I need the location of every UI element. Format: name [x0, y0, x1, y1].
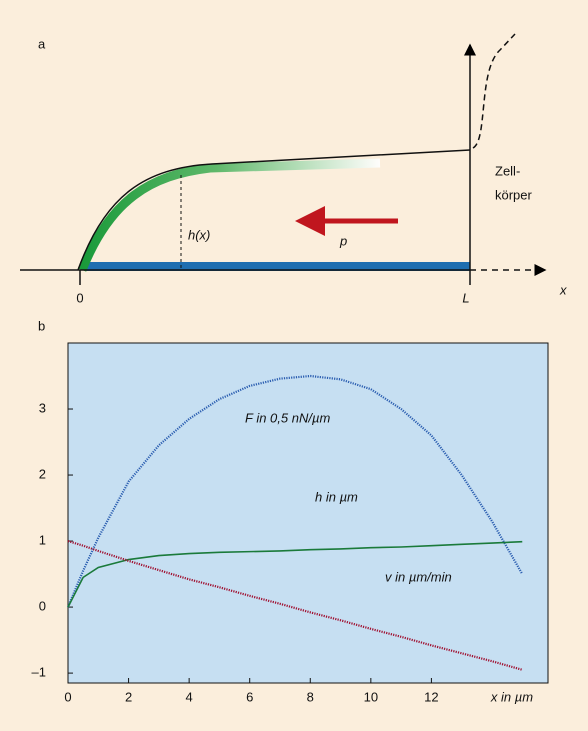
origin-label: 0 [76, 290, 83, 305]
substrate-bar [85, 262, 470, 271]
panel-label: b [38, 318, 45, 333]
cell-body-outline [472, 33, 516, 149]
y-tick-label: 2 [39, 466, 46, 481]
x-tick-label: 0 [64, 689, 71, 704]
series-line [67, 540, 523, 671]
series-label: F in 0,5 nN/µm [245, 410, 330, 425]
x-axis-label: x in µm [490, 689, 533, 704]
force-label: p [339, 233, 347, 248]
series-label: h in µm [315, 489, 358, 504]
length-label: L [462, 290, 469, 305]
height-label: h(x) [188, 227, 210, 242]
x-tick-label: 2 [125, 689, 132, 704]
green-band [77, 158, 381, 272]
cell-outline [77, 149, 471, 271]
cell-body-label: Zell- [495, 163, 520, 178]
panel-label: a [38, 36, 46, 51]
panel-a: a h(x) p Zell- körper 0 L x [20, 33, 567, 305]
x-tick-label: 4 [186, 689, 193, 704]
x-tick-label: 10 [364, 689, 378, 704]
series-line [66, 374, 524, 608]
y-tick-label: 3 [39, 400, 46, 415]
x-tick-label: 8 [307, 689, 314, 704]
x-tick-label: 12 [424, 689, 438, 704]
series-label: v in µm/min [385, 569, 452, 584]
y-tick-label: –1 [32, 665, 46, 680]
x-tick-label: 6 [246, 689, 253, 704]
series-line [67, 540, 523, 608]
cell-body-label: körper [495, 187, 533, 202]
plot-area [67, 342, 549, 684]
axis-label: x [559, 282, 567, 297]
y-tick-label: 1 [39, 532, 46, 547]
y-tick-label: 0 [39, 599, 46, 614]
